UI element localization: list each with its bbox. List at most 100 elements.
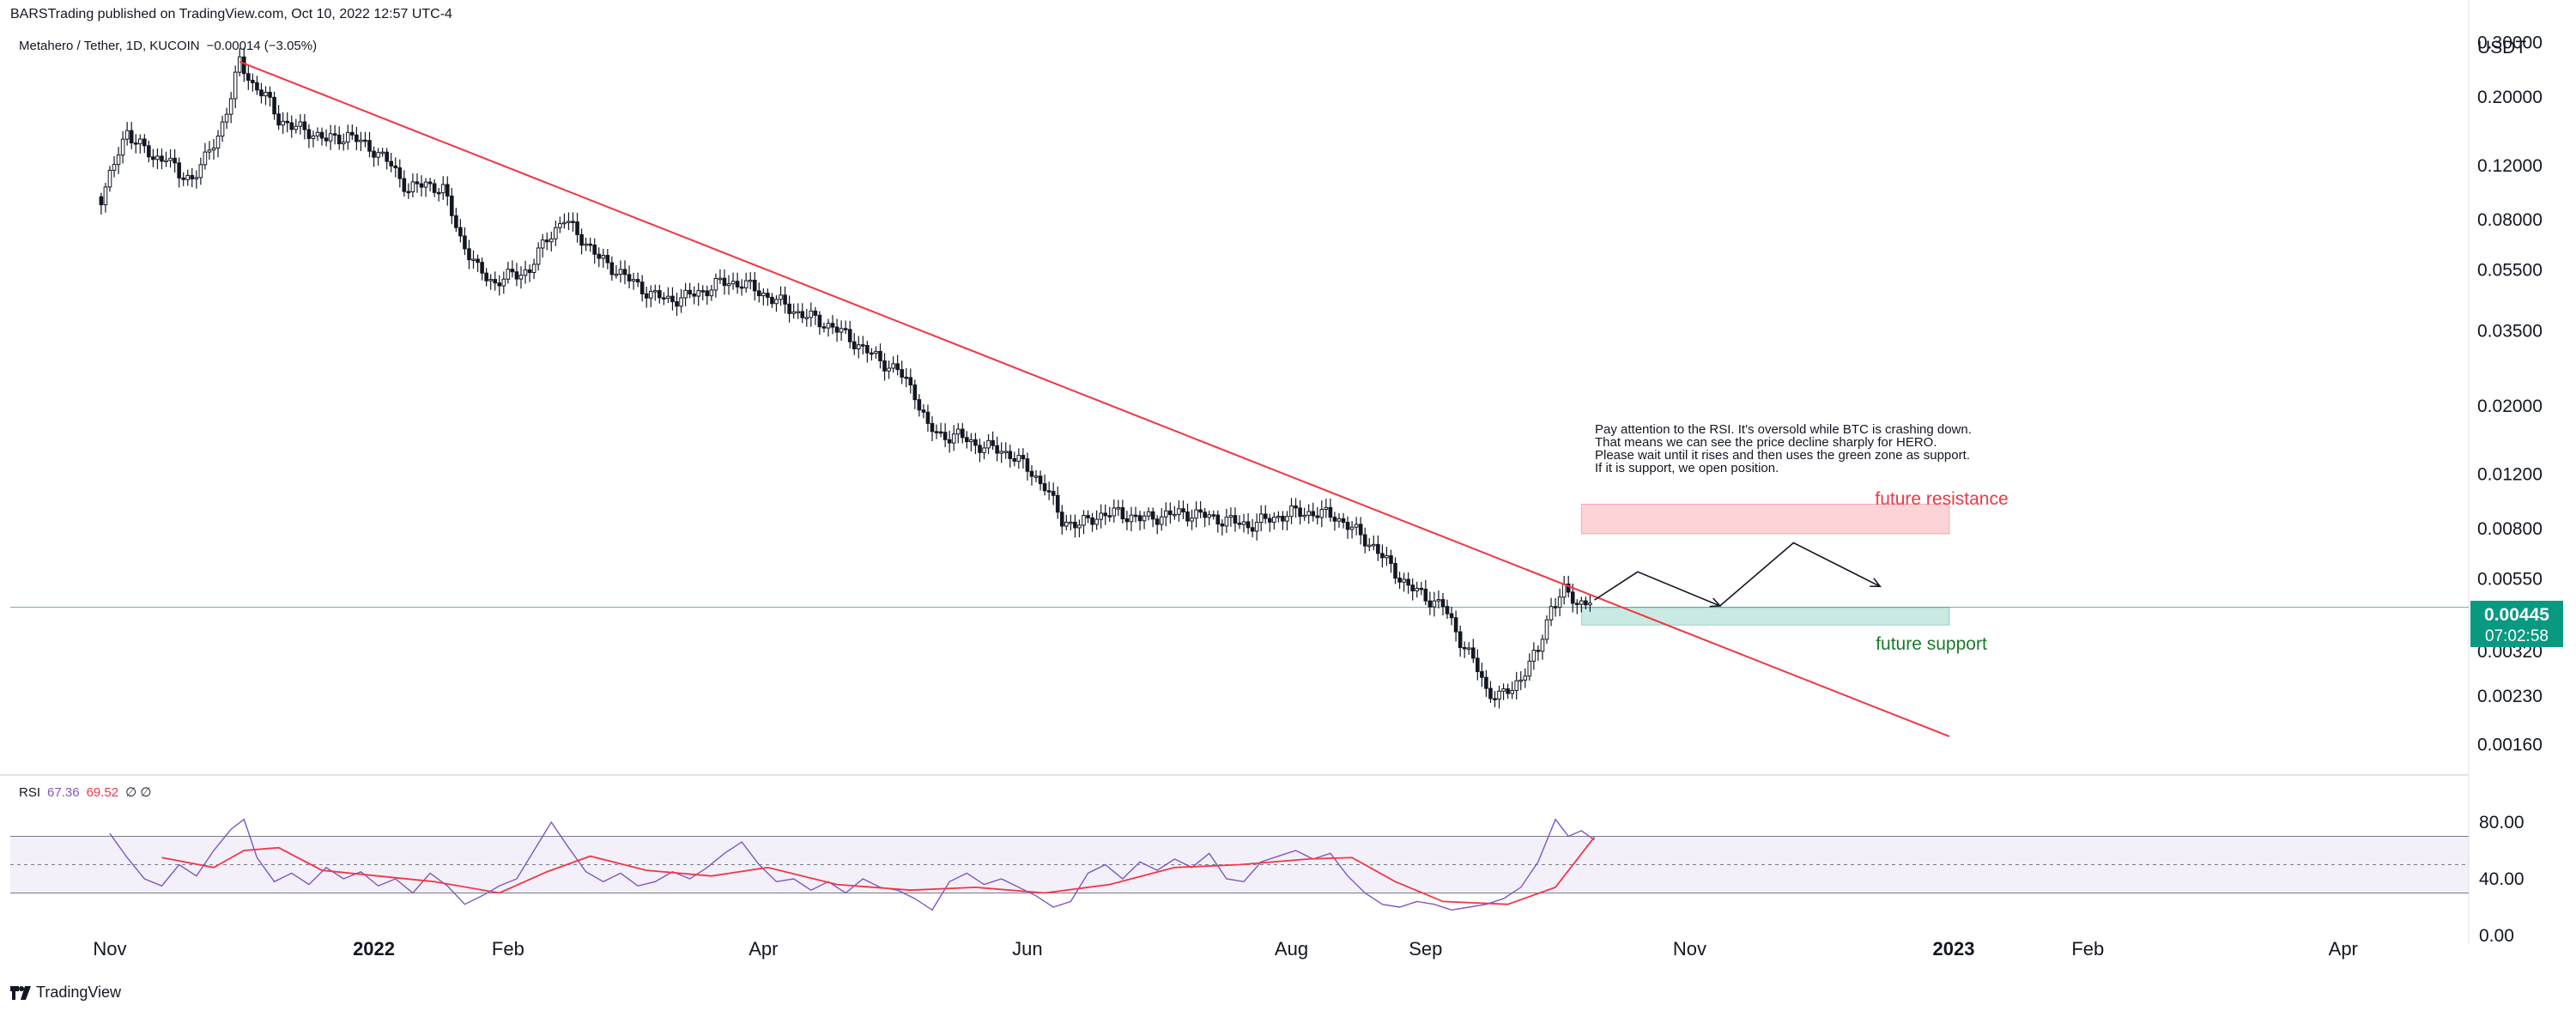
candle-body <box>116 154 121 166</box>
candle-body <box>1336 518 1342 522</box>
candle-body <box>891 363 895 369</box>
candle-body <box>688 289 692 295</box>
candle-body <box>1003 451 1009 453</box>
candle-body <box>635 279 640 283</box>
candle-body <box>372 150 376 158</box>
price-badge[interactable]: 0.00445 07:02:58 <box>2470 601 2563 647</box>
support-zone[interactable] <box>1580 607 1950 626</box>
candle-body <box>1289 505 1294 518</box>
rsi-extra: ∅ ∅ <box>125 785 152 800</box>
candle-body <box>726 283 731 287</box>
candle-body <box>588 243 592 246</box>
candle-body <box>531 263 536 274</box>
candle-body <box>826 323 831 329</box>
candle-body <box>895 363 900 371</box>
candle-body <box>1116 507 1121 510</box>
candle-body <box>1267 518 1272 523</box>
candle-body <box>1086 515 1090 518</box>
candle-body <box>168 157 173 161</box>
candle-body <box>1406 578 1410 586</box>
candle-body <box>432 183 437 193</box>
candle-body <box>930 422 935 433</box>
price-tick-1: 0.20000 <box>2477 88 2543 107</box>
candle-body <box>255 82 259 91</box>
candle-body <box>1155 518 1160 525</box>
price-tick-3: 0.08000 <box>2477 210 2543 230</box>
price-tick-4: 0.05500 <box>2477 261 2543 281</box>
candle-body <box>683 289 688 299</box>
candle-body <box>1328 506 1333 518</box>
candle-body <box>264 92 268 97</box>
candle-body <box>770 296 774 305</box>
candle-body <box>1107 515 1112 518</box>
candle-body <box>921 409 926 413</box>
candle-body <box>639 282 645 294</box>
candle-body <box>1168 510 1173 516</box>
candle-body <box>350 131 355 136</box>
candle-body <box>484 272 488 282</box>
candle-body <box>1588 602 1592 606</box>
descending-trendline[interactable] <box>239 60 1950 738</box>
time-axis[interactable]: Nov 2022 Feb Apr Jun Aug Sep Nov 2023 Feb Apr <box>93 938 2357 960</box>
price-tick-12: 0.00160 <box>2477 736 2543 755</box>
candle-body <box>609 262 615 275</box>
candle-body <box>1112 507 1117 517</box>
candle-body <box>955 428 961 435</box>
candle-body <box>1150 511 1155 520</box>
candle-body <box>662 297 666 300</box>
candle-body <box>380 151 385 154</box>
symbol-legend[interactable]: Metahero / Tether, 1D, KUCOIN −0.00014 (−… <box>19 39 317 53</box>
candle-body <box>705 290 710 297</box>
candle-body <box>124 130 130 140</box>
rsi-value: 67.36 <box>47 785 80 800</box>
candle-body <box>861 344 865 347</box>
candle-body <box>142 138 147 147</box>
candle-body <box>1354 524 1359 528</box>
candle-body <box>567 221 571 223</box>
candle-body <box>658 290 662 299</box>
candles <box>99 47 1592 709</box>
note-line-2: That means we can see the price decline … <box>1595 435 1937 450</box>
candle-body <box>1142 515 1147 522</box>
candle-body <box>203 151 208 166</box>
trendline-group <box>239 60 1950 738</box>
candle-body <box>605 255 610 263</box>
resistance-label: future resistance <box>1875 489 2008 509</box>
candle-body <box>917 399 922 411</box>
candle-body <box>648 291 653 299</box>
candle-body <box>1493 698 1497 700</box>
resistance-zone[interactable] <box>1580 504 1950 535</box>
candle-body <box>1332 517 1337 522</box>
tradingview-brand-text: TradingView <box>36 984 122 1001</box>
price-axis[interactable]: 0.30000 0.20000 0.12000 0.08000 0.05500 0.035… <box>2477 33 2543 755</box>
candle-body <box>1276 516 1281 518</box>
candle-body <box>471 258 476 262</box>
candle-body <box>796 311 800 313</box>
candle-body <box>735 281 740 288</box>
candle-body <box>679 297 683 307</box>
candle-body <box>908 377 913 386</box>
candle-body <box>973 439 978 446</box>
candle-body <box>1584 600 1588 606</box>
candle-body <box>774 299 779 305</box>
candle-body <box>1497 690 1501 700</box>
tradingview-logo[interactable]: TradingView <box>10 984 121 1002</box>
candle-body <box>194 177 199 179</box>
rsi-axis[interactable]: 80.00 40.00 0.00 <box>2479 813 2524 946</box>
candle-body <box>652 290 658 293</box>
candle-body <box>1133 514 1138 518</box>
candle-body <box>761 293 766 297</box>
projection-path[interactable] <box>1594 542 1881 607</box>
candle-body <box>951 433 956 444</box>
candle-body <box>1445 606 1450 614</box>
candle-body <box>1033 475 1039 478</box>
candle-body <box>306 129 312 139</box>
rsi-ma-line[interactable] <box>161 836 1596 905</box>
candle-body <box>843 328 848 330</box>
candle-body <box>1263 513 1268 519</box>
candle-body <box>960 428 965 439</box>
candle-body <box>743 280 749 288</box>
rsi-legend[interactable]: RSI 67.36 69.52 ∅ ∅ <box>19 784 151 800</box>
rsi-label: RSI <box>19 785 41 800</box>
